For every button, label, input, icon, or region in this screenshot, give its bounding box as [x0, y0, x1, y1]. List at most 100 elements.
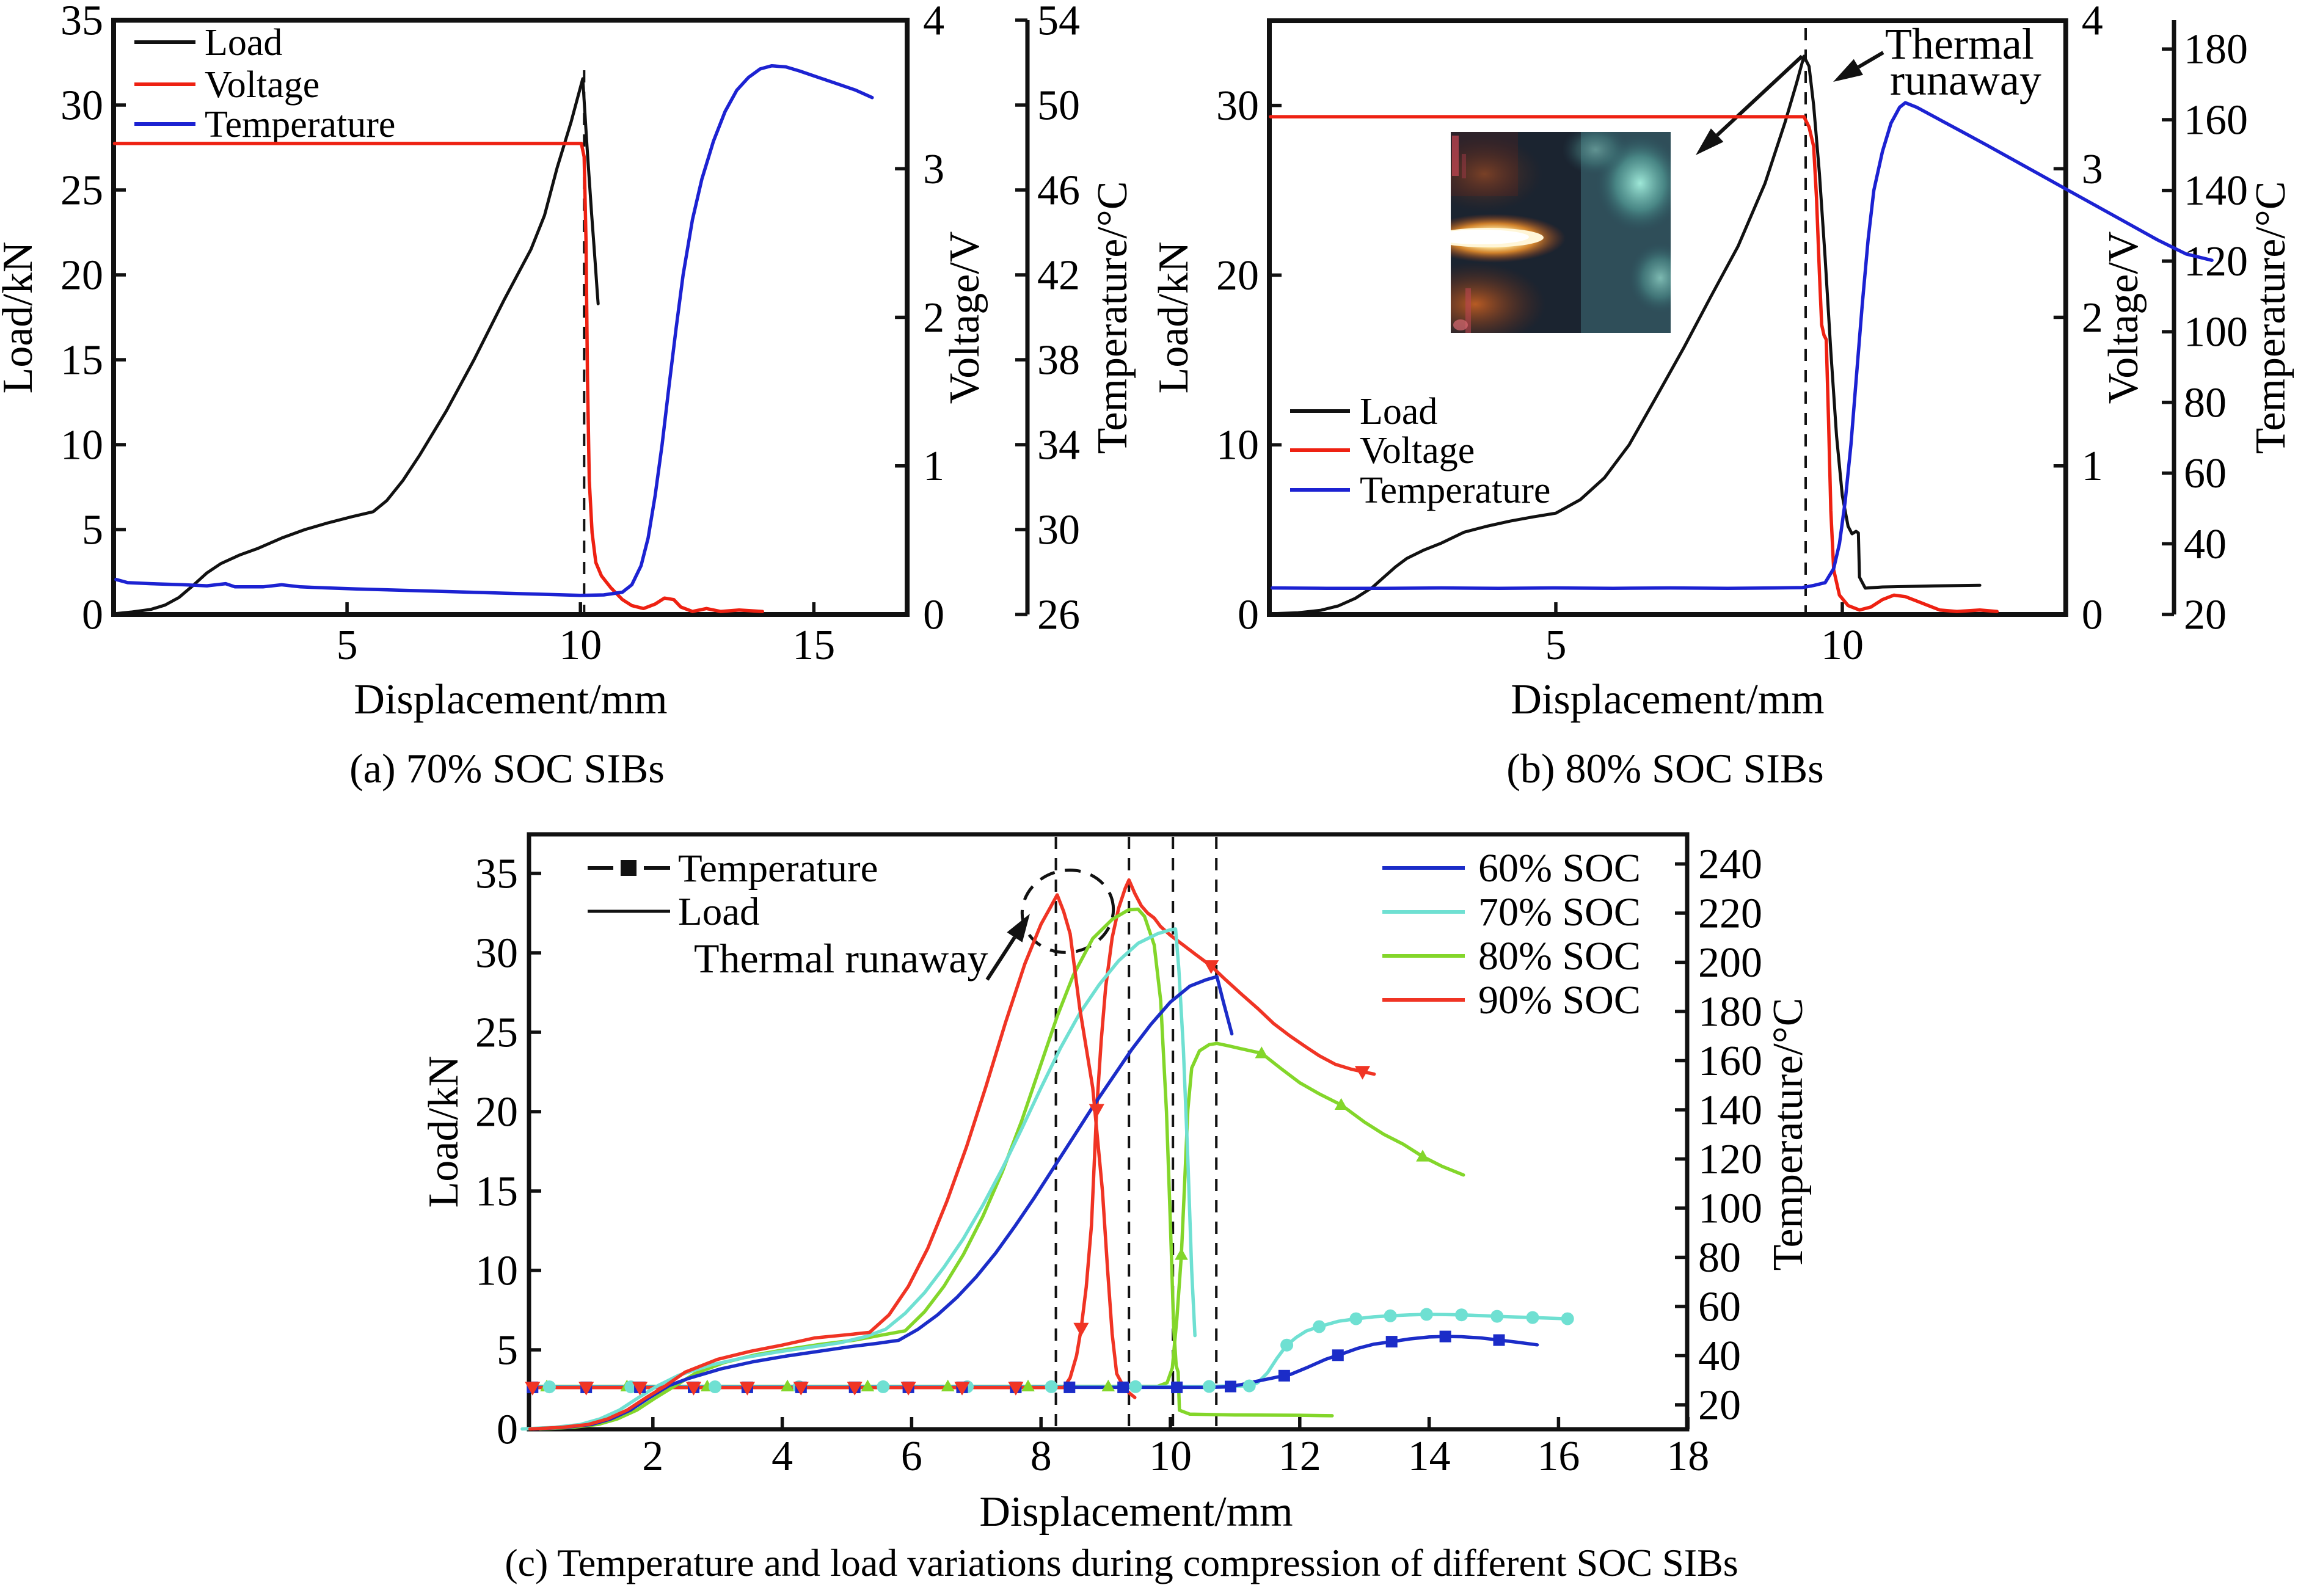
svg-text:80: 80 [2184, 379, 2227, 426]
svg-text:200: 200 [1698, 939, 1762, 986]
svg-text:Temperature/°C: Temperature/°C [2247, 181, 2294, 454]
svg-text:120: 120 [2184, 238, 2248, 285]
svg-text:Voltage/V: Voltage/V [2100, 231, 2147, 404]
svg-text:30: 30 [1216, 82, 1259, 129]
svg-text:4: 4 [2082, 0, 2103, 45]
svg-text:Temperature/°C: Temperature/°C [1765, 998, 1812, 1271]
svg-text:Load: Load [678, 890, 760, 934]
svg-text:1: 1 [2082, 443, 2103, 490]
svg-text:60: 60 [2184, 450, 2227, 497]
svg-text:30: 30 [60, 82, 103, 129]
svg-text:160: 160 [2184, 97, 2248, 144]
svg-text:Load/kN: Load/kN [420, 1056, 467, 1208]
svg-text:20: 20 [60, 252, 103, 299]
svg-text:220: 220 [1698, 891, 1762, 938]
svg-text:40: 40 [1698, 1333, 1741, 1380]
svg-text:8: 8 [1030, 1433, 1052, 1480]
svg-text:5: 5 [337, 622, 358, 669]
svg-text:20: 20 [1216, 252, 1259, 299]
svg-text:1: 1 [923, 443, 944, 490]
svg-text:30: 30 [1037, 507, 1080, 554]
svg-text:0: 0 [1238, 592, 1259, 639]
svg-text:0: 0 [497, 1407, 518, 1454]
svg-text:26: 26 [1037, 592, 1080, 639]
svg-text:240: 240 [1698, 841, 1762, 888]
svg-text:3: 3 [2082, 146, 2103, 193]
svg-text:15: 15 [60, 337, 103, 384]
svg-text:10: 10 [1149, 1433, 1192, 1480]
svg-text:12: 12 [1279, 1433, 1321, 1480]
svg-text:Load: Load [205, 22, 282, 64]
svg-text:25: 25 [475, 1010, 518, 1057]
svg-text:60% SOC: 60% SOC [1478, 846, 1641, 891]
svg-text:Voltage/V: Voltage/V [941, 231, 988, 404]
svg-text:18: 18 [1666, 1433, 1709, 1480]
svg-text:40: 40 [2184, 521, 2227, 568]
svg-text:80: 80 [1698, 1234, 1741, 1281]
svg-text:20: 20 [475, 1089, 518, 1136]
svg-text:2: 2 [2082, 294, 2103, 341]
svg-text:Temperature/°C: Temperature/°C [1089, 181, 1136, 454]
svg-text:(a) 70% SOC SIBs: (a) 70% SOC SIBs [349, 745, 665, 792]
svg-text:15: 15 [475, 1168, 518, 1215]
svg-text:180: 180 [1698, 989, 1762, 1036]
svg-text:30: 30 [475, 930, 518, 977]
svg-text:Thermal: Thermal [1885, 20, 2034, 68]
svg-text:38: 38 [1037, 337, 1080, 384]
svg-text:50: 50 [1037, 82, 1080, 129]
svg-text:5: 5 [82, 507, 103, 554]
svg-text:10: 10 [1216, 422, 1259, 469]
svg-text:140: 140 [1698, 1087, 1762, 1134]
svg-text:Load/kN: Load/kN [1150, 242, 1197, 394]
svg-text:2: 2 [923, 294, 944, 341]
svg-text:10: 10 [559, 622, 602, 669]
svg-text:4: 4 [923, 0, 944, 45]
svg-text:46: 46 [1037, 167, 1080, 214]
svg-text:3: 3 [923, 146, 944, 193]
svg-text:54: 54 [1037, 0, 1080, 45]
svg-text:100: 100 [2184, 309, 2248, 356]
svg-text:0: 0 [923, 592, 944, 639]
svg-text:35: 35 [60, 0, 103, 45]
svg-text:70% SOC: 70% SOC [1478, 890, 1641, 935]
svg-text:16: 16 [1537, 1433, 1580, 1480]
svg-text:5: 5 [497, 1327, 518, 1374]
svg-text:5: 5 [1545, 622, 1567, 669]
svg-text:0: 0 [82, 592, 103, 639]
svg-text:0: 0 [2082, 592, 2103, 639]
svg-text:180: 180 [2184, 26, 2248, 73]
svg-text:Temperature: Temperature [205, 104, 395, 145]
svg-text:100: 100 [1698, 1186, 1762, 1233]
svg-text:34: 34 [1037, 422, 1080, 469]
svg-text:10: 10 [475, 1248, 518, 1295]
svg-text:15: 15 [792, 622, 835, 669]
svg-text:2: 2 [642, 1433, 663, 1480]
svg-text:Temperature: Temperature [1360, 470, 1550, 511]
svg-text:Load: Load [1360, 391, 1437, 432]
svg-text:140: 140 [2184, 167, 2248, 214]
svg-text:Temperature: Temperature [678, 847, 878, 891]
svg-text:80% SOC: 80% SOC [1478, 934, 1641, 978]
svg-text:(b) 80% SOC SIBs: (b) 80% SOC SIBs [1506, 745, 1824, 792]
svg-text:25: 25 [60, 167, 103, 214]
svg-text:Load/kN: Load/kN [0, 242, 42, 394]
svg-text:160: 160 [1698, 1038, 1762, 1085]
svg-text:42: 42 [1037, 252, 1080, 299]
svg-text:20: 20 [1698, 1382, 1741, 1429]
svg-text:14: 14 [1408, 1433, 1451, 1480]
svg-text:4: 4 [771, 1433, 793, 1480]
svg-text:35: 35 [475, 851, 518, 898]
svg-text:Displacement/mm: Displacement/mm [354, 676, 667, 723]
svg-text:90% SOC: 90% SOC [1478, 978, 1641, 1022]
svg-text:10: 10 [60, 422, 103, 469]
svg-text:Displacement/mm: Displacement/mm [979, 1489, 1293, 1536]
svg-text:Voltage: Voltage [1360, 430, 1475, 472]
svg-text:6: 6 [901, 1433, 922, 1480]
svg-text:runaway: runaway [1890, 56, 2041, 104]
svg-text:120: 120 [1698, 1136, 1762, 1183]
svg-text:Voltage: Voltage [205, 64, 319, 106]
svg-text:20: 20 [2184, 592, 2227, 639]
svg-text:Thermal runaway: Thermal runaway [694, 935, 988, 982]
svg-text:(c) Temperature and load varia: (c) Temperature and load variations duri… [505, 1541, 1738, 1584]
svg-text:10: 10 [1821, 622, 1864, 669]
